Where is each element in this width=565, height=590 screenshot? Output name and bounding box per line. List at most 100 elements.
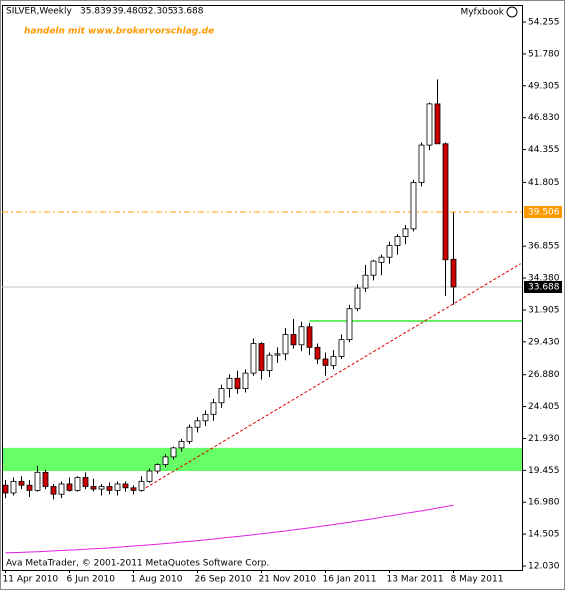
candle-body [42,471,49,487]
candle-body [114,483,121,491]
trendline [141,263,521,491]
candle-body [154,464,161,472]
candle-body [290,334,297,346]
candle-body [170,447,177,458]
zone [3,447,522,472]
candle-body [146,470,153,482]
price-label-bg [524,206,562,219]
candle-body [418,144,425,183]
y-tick-label: 51.780 [528,49,560,59]
candle-body [18,480,25,486]
candle-body [162,456,169,466]
candle-body [394,236,401,246]
candle-body [58,483,65,495]
candle-body [346,308,353,341]
candle-body [322,358,329,366]
symbol: SILVER,Weekly [6,7,73,17]
candle-body [410,182,417,230]
candle-body [282,334,289,355]
y-tick-label: 46.830 [528,113,560,123]
candle-body [242,372,249,390]
y-tick-label: 29.430 [528,337,560,347]
y-tick-label: 19.455 [528,466,560,476]
y-tick-label: 26.880 [528,370,560,380]
x-tick-label: 21 Nov 2010 [259,575,317,585]
candle-body [314,346,321,360]
y-tick-label: 54.255 [528,18,560,28]
candle-body [194,420,201,428]
price-label: 33.688 [528,282,560,292]
candle-body [210,402,217,415]
y-tick-label: 14.505 [528,530,560,540]
candle-body [450,258,457,288]
candle-body [50,486,57,495]
candle-body [138,480,145,491]
plot-frame [2,5,523,571]
candle-body [250,343,257,374]
logo: Myfxbook [460,8,504,18]
candle-body [130,487,137,491]
footer: Ava MetaTrader, © 2001-2011 MetaQuotes S… [6,559,269,569]
candle-body [258,343,265,371]
y-tick-label: 34.380 [528,274,560,284]
candle-body [106,486,113,491]
y-tick-label: 21.930 [528,434,560,444]
candle-body [370,260,377,276]
ohlc-high: 39.480 [112,7,144,17]
x-tick-label: 11 Apr 2010 [3,575,59,585]
y-tick-label: 41.805 [528,178,560,188]
candle-body [66,483,73,491]
candle-body [378,256,385,263]
candle-body [266,354,273,371]
logo-icon [506,6,518,18]
x-tick-label: 26 Sep 2010 [195,575,252,585]
y-tick-label: 36.855 [528,242,560,252]
candle-body [274,353,281,356]
x-tick-label: 16 Jan 2011 [323,575,377,585]
candle-body [178,441,185,449]
candle-body [2,484,9,494]
candle-body [234,377,241,390]
candle-body [202,413,209,422]
candle-body [82,477,89,487]
candle-body [338,339,345,357]
candle-body [98,486,105,490]
candle-body [442,143,449,261]
watermark: handeln mit www.brokervorschlag.de [24,27,214,37]
y-tick-label: 31.905 [528,305,560,315]
candle-body [426,103,433,146]
candle-body [74,477,81,491]
candle-body [34,471,41,491]
x-tick-label: 1 Aug 2010 [131,575,183,585]
x-tick-label: 6 Jun 2010 [67,575,116,585]
ohlc-open: 35.839 [80,7,112,17]
candle-body [386,245,393,258]
price-label-bg [524,280,562,293]
candle-body [306,326,313,348]
candle-body [330,355,337,366]
candle-body [226,377,233,390]
candle-body [186,426,193,442]
price-label: 39.506 [528,208,560,218]
y-tick-label: 49.305 [528,81,560,91]
y-tick-label: 12.030 [528,562,560,572]
candle-body [90,486,97,490]
candle-body [402,228,409,237]
ohlc-close: 33.688 [172,7,204,17]
y-tick-label: 16.980 [528,498,560,508]
candle-body [298,326,305,346]
candle-body [10,480,17,494]
candle-body [26,484,33,491]
moving-average [5,504,454,554]
ohlc-low: 32.305 [142,7,174,17]
x-tick-label: 8 May 2011 [451,575,504,585]
candle-body [434,103,441,145]
candle-body [362,274,369,289]
candle-body [122,483,129,489]
candle-body [218,388,225,404]
x-tick-label: 13 Mar 2011 [387,575,444,585]
candle-body [354,287,361,310]
y-tick-label: 44.355 [528,145,560,155]
